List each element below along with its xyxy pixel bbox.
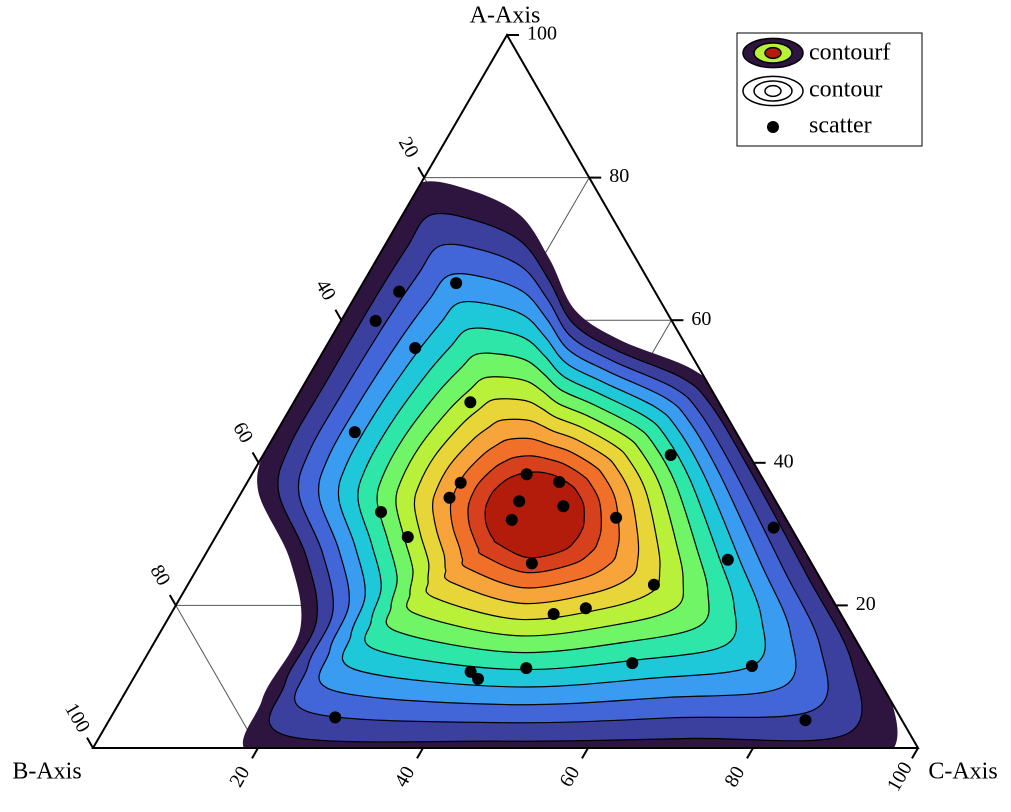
scatter-point [579, 602, 592, 615]
scatter-point [505, 513, 518, 526]
legend-contour-icon [753, 80, 793, 102]
scatter-point [369, 314, 382, 327]
scatter-point [472, 672, 485, 685]
tick-label: 40 [774, 450, 794, 472]
scatter-point [409, 342, 422, 355]
tick-label: 100 [883, 758, 917, 795]
contour-line [467, 455, 602, 574]
tick-label: 80 [145, 561, 174, 589]
scatter-point [348, 426, 361, 439]
tick-label: 80 [720, 763, 749, 791]
tick-mark [416, 747, 424, 759]
contour-line [484, 471, 585, 559]
legend-contour-icon [742, 75, 804, 107]
contour-line [376, 352, 710, 654]
scatter-point [513, 495, 526, 508]
tick-mark [86, 737, 94, 749]
scatter-point [721, 553, 734, 566]
scatter-point [464, 396, 477, 409]
legend-scatter-icon [767, 121, 779, 133]
contour-line [413, 398, 661, 621]
tick-mark [251, 451, 260, 464]
tick-label: 60 [691, 308, 711, 330]
legend: contourf contour scatter [736, 32, 923, 147]
tick-mark [168, 594, 177, 606]
scatter-point [525, 557, 538, 570]
contour-fills [242, 181, 898, 748]
tick-label: 60 [228, 418, 257, 446]
scatter-point [450, 277, 463, 290]
scatter-point [664, 448, 677, 461]
b-axis-title: B-Axis [12, 759, 81, 785]
contour-line [432, 418, 640, 605]
contour-fill [485, 471, 585, 558]
tick-label: 20 [856, 593, 876, 615]
grid-line [175, 605, 259, 749]
contour-lines [268, 212, 863, 743]
tick-mark [581, 747, 589, 759]
triangle-frame [91, 33, 920, 749]
scatter-point [464, 665, 477, 678]
scatter-point [553, 476, 566, 489]
scatter-point [610, 511, 623, 524]
tick-mark [334, 309, 343, 321]
scatter-point [767, 521, 780, 534]
scatter-point [401, 530, 414, 543]
contour-line [449, 437, 620, 589]
scatter-point [626, 657, 639, 670]
contour-line [268, 212, 863, 743]
tick-label: 40 [390, 763, 419, 791]
tick-label: 60 [555, 763, 584, 791]
legend-contourf-icon [764, 46, 782, 60]
scatter-point [547, 607, 560, 620]
c-axis-title: C-Axis [928, 759, 997, 785]
scatter-point [557, 500, 570, 513]
scatter-point [443, 491, 456, 504]
legend-label: contour [809, 77, 882, 103]
scatter-point [454, 476, 467, 489]
tick-label: 20 [225, 763, 254, 791]
contour-line [395, 376, 685, 637]
tick-label: 80 [609, 165, 629, 187]
scatter-point [393, 285, 406, 298]
tick-mark [746, 747, 754, 759]
contour-line [294, 243, 829, 724]
tick-mark [911, 747, 919, 759]
legend-label: contourf [809, 40, 890, 66]
scatter-point [745, 660, 758, 673]
tick-label: 20 [394, 133, 423, 161]
legend-label: scatter [809, 113, 872, 139]
a-axis-title: A-Axis [470, 3, 541, 29]
tick-mark [417, 166, 426, 179]
scatter-point [647, 578, 660, 591]
tick-label: 40 [311, 276, 340, 304]
tick-label: 100 [527, 23, 557, 45]
scatter-points [329, 277, 812, 727]
scatter-point [329, 711, 342, 724]
legend-contour-icon [764, 84, 782, 98]
tick-mark [251, 747, 259, 759]
contour-line [337, 300, 766, 688]
contour-line [357, 327, 737, 671]
scatter-point [520, 662, 533, 675]
scatter-point [375, 505, 388, 518]
contour-line [317, 273, 797, 706]
scatter-point [520, 468, 533, 481]
scatter-point [799, 714, 812, 727]
tick-label: 100 [60, 699, 94, 736]
